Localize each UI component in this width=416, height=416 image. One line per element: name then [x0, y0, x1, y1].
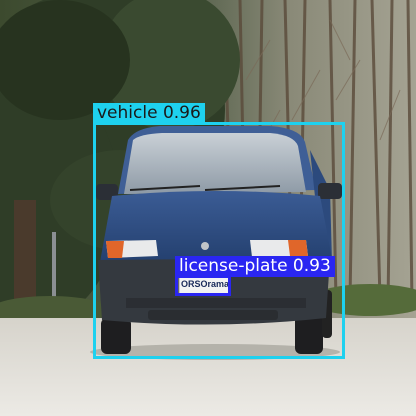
undergrowth — [0, 284, 416, 324]
license-plate-text: ORSOrama — [181, 279, 230, 289]
vehicle-detection-label: vehicle 0.96 — [93, 103, 205, 124]
license-plate-detection-label: license-plate 0.93 — [175, 256, 335, 277]
tree-trunk — [14, 200, 36, 320]
gravel-ground — [0, 318, 416, 416]
post — [52, 232, 56, 322]
